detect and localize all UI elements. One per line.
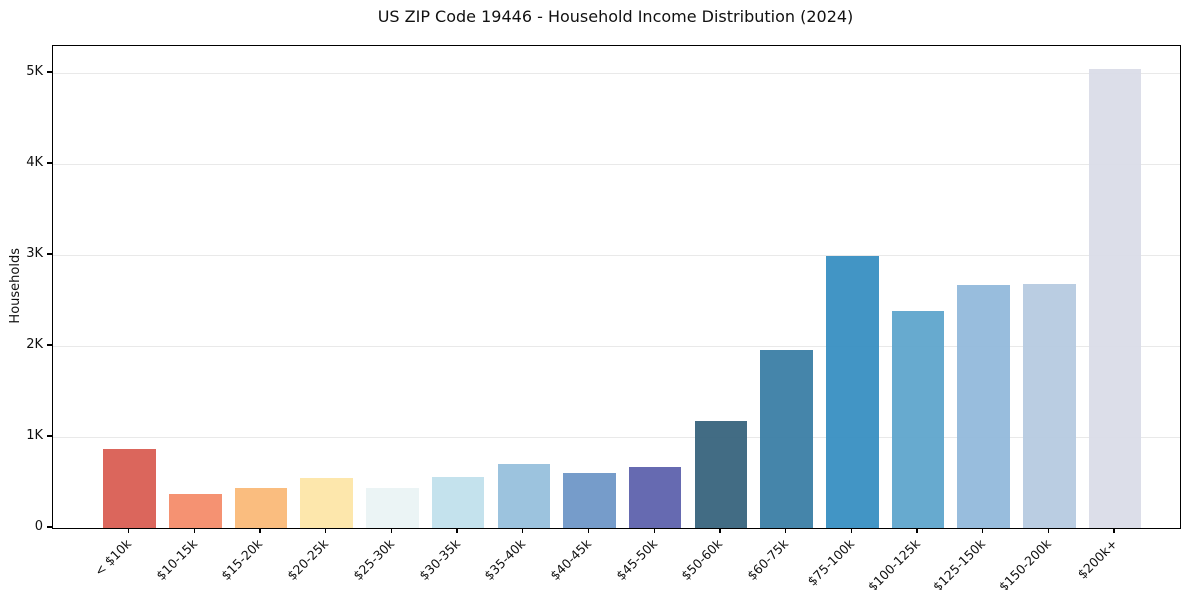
bar xyxy=(891,310,945,528)
y-tick-mark xyxy=(47,71,52,73)
y-tick-mark xyxy=(47,162,52,164)
x-tick-label: $60-75k xyxy=(744,536,792,584)
x-tick-label: $200k+ xyxy=(1074,536,1120,582)
bar xyxy=(234,487,288,528)
x-tick-label: $45-50k xyxy=(612,536,660,584)
x-tick-label: $20-25k xyxy=(284,536,332,584)
y-tick-label: 5K xyxy=(26,64,43,80)
x-tick-label: $25-30k xyxy=(349,536,398,584)
bar xyxy=(1023,283,1076,528)
y-tick-label: 3K xyxy=(26,246,43,261)
x-tick-mark xyxy=(784,528,787,533)
bar xyxy=(1088,68,1142,528)
chart-title: US ZIP Code 19446 - Household Income Dis… xyxy=(377,7,854,26)
x-tick-mark xyxy=(1113,528,1115,533)
x-tick-mark xyxy=(390,528,393,533)
x-tick-mark xyxy=(456,528,458,533)
gridline xyxy=(53,72,1180,74)
x-tick-mark xyxy=(719,528,721,533)
y-axis-label-container: Households xyxy=(6,45,24,527)
x-tick-label: $100-125k xyxy=(864,536,923,590)
x-tick-label: $30-35k xyxy=(415,536,463,584)
x-tick-mark xyxy=(982,528,984,533)
x-tick-label: $150-200k xyxy=(995,536,1055,590)
y-tick-mark xyxy=(47,344,52,346)
y-tick-label: 2K xyxy=(26,337,43,352)
x-tick-mark xyxy=(193,528,195,533)
x-tick-label: $75-100k xyxy=(804,536,857,589)
gridline xyxy=(53,436,1180,438)
x-tick-label: < $10k xyxy=(91,536,135,579)
bar xyxy=(431,477,485,528)
bar xyxy=(366,487,419,528)
y-tick-label: 4K xyxy=(26,155,43,171)
x-tick-label: $35-40k xyxy=(481,536,529,584)
bar xyxy=(694,420,748,528)
x-tick-label: $40-45k xyxy=(547,536,595,584)
bar xyxy=(169,493,222,528)
x-tick-mark xyxy=(916,528,918,533)
x-tick-mark xyxy=(522,528,524,533)
gridline xyxy=(53,254,1180,256)
bar xyxy=(300,477,353,528)
gridline xyxy=(53,163,1180,165)
bar xyxy=(628,466,682,528)
y-tick-mark xyxy=(47,435,52,437)
x-tick-mark xyxy=(1047,528,1050,533)
x-tick-mark xyxy=(587,528,590,533)
bar xyxy=(957,285,1010,528)
x-tick-label: $10-15k xyxy=(152,536,200,584)
x-tick-mark xyxy=(127,528,130,533)
x-tick-label: $50-60k xyxy=(678,536,726,584)
plot-area xyxy=(52,45,1181,529)
bar xyxy=(826,255,879,528)
x-tick-mark xyxy=(653,528,655,533)
bar xyxy=(103,448,156,528)
bar xyxy=(563,472,616,528)
x-tick-mark xyxy=(850,528,852,533)
bar xyxy=(760,349,813,528)
y-tick-mark xyxy=(47,526,52,528)
x-tick-mark xyxy=(325,528,327,533)
x-tick-mark xyxy=(259,528,261,533)
x-tick-label: $125-150k xyxy=(930,536,989,590)
x-tick-label: $15-20k xyxy=(218,536,266,584)
gridline xyxy=(53,345,1180,347)
y-tick-label: 1K xyxy=(26,428,43,443)
y-tick-mark xyxy=(47,253,52,255)
bar xyxy=(497,464,551,528)
y-tick-label: 0 xyxy=(34,519,43,534)
